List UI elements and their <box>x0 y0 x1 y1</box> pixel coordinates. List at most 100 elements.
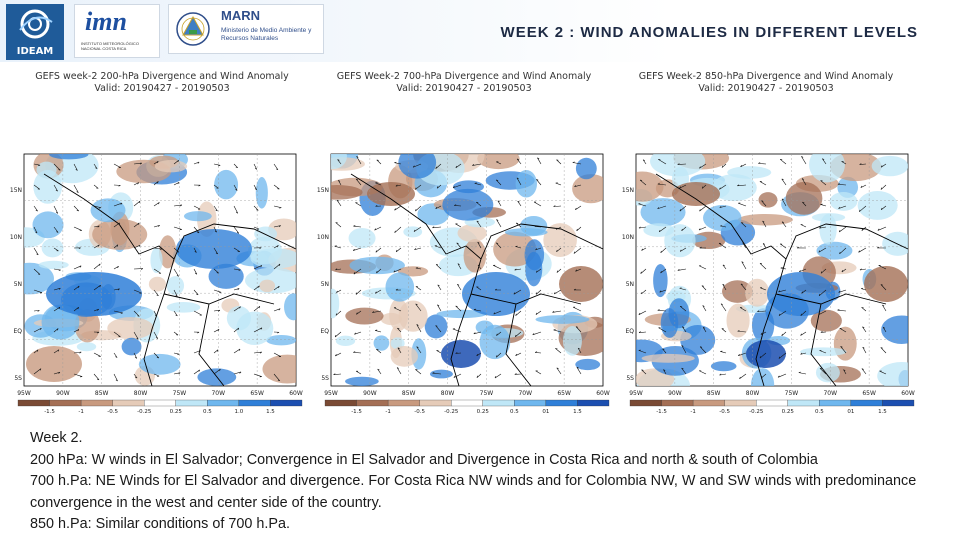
lon-tick-label: 80W <box>134 390 148 397</box>
lon-tick-label: 80W <box>746 390 760 397</box>
ideam-logo-label: IDEAM <box>16 46 54 57</box>
colorbar-swatch <box>661 399 694 407</box>
wind-anomaly-map: 15N 10N 5N EQ 5S 95W 90W 85W 80W 75W 70W 65W 60W -1.5… <box>10 153 303 415</box>
lat-tick-label: 15N <box>622 187 634 194</box>
colorbar-label: -1.5 <box>44 409 55 415</box>
colorbar-label: 0.5 <box>815 409 824 415</box>
ideam-swirl-icon <box>19 9 53 39</box>
panel-heading: GEFS Week-2 700-hPa Divergence and Wind … <box>336 71 592 82</box>
imn-logo-text: imn <box>85 7 127 36</box>
colorbar-swatch <box>324 399 357 407</box>
header-bar: IDEAM imn INSTITUTO METEOROLÓGICO NACION… <box>0 0 960 62</box>
colorbar-label: -0.5 <box>719 409 730 415</box>
wind-anomaly-map: 15N 10N 5N EQ 5S 95W 90W 85W 80W 75W 70W 65W 60W -1.5… <box>622 153 915 415</box>
colorbar-swatch <box>419 399 452 407</box>
description-line-200hpa: 200 hPa: W winds in El Salvador; Converg… <box>30 451 818 468</box>
colorbar-label: -0.25 <box>137 409 152 415</box>
lon-tick-label: 85W <box>95 390 109 397</box>
wind-vectors <box>333 156 582 379</box>
colorbar-swatch <box>356 399 389 407</box>
lon-tick-label: 70W <box>823 390 837 397</box>
lon-tick-label: 90W <box>363 390 377 397</box>
colorbar-swatch <box>80 399 113 407</box>
lat-tick-label: 10N <box>10 234 22 241</box>
panel-heading: GEFS week-2 200-hPa Divergence and Wind … <box>35 71 289 82</box>
lon-tick-label: 95W <box>324 390 338 397</box>
colorbar-swatch <box>850 399 883 407</box>
lat-tick-label: 15N <box>10 187 22 194</box>
lon-tick-label: 90W <box>668 390 682 397</box>
divergence-field <box>636 154 908 386</box>
lon-tick-label: 60W <box>901 390 915 397</box>
marn-logo-title: MARN <box>221 8 260 23</box>
colorbar-swatch <box>819 399 852 407</box>
lat-tick-label: 5S <box>321 375 329 382</box>
panel-valid-dates: Valid: 20190427 - 20190503 <box>698 83 834 94</box>
colorbar-swatch <box>514 399 547 407</box>
lat-tick-label: EQ <box>13 328 22 335</box>
lon-tick-label: 85W <box>402 390 416 397</box>
lat-tick-label: EQ <box>320 328 329 335</box>
lon-tick-label: 95W <box>17 390 31 397</box>
lon-tick-label: 85W <box>707 390 721 397</box>
colorbar-swatch <box>238 399 271 407</box>
colorbar-swatch <box>545 399 578 407</box>
panel-200hpa: GEFS week-2 200-hPa Divergence and Wind … <box>12 68 312 413</box>
description-text: Week 2. 200 hPa: W winds in El Salvador;… <box>30 428 940 536</box>
lon-tick-label: 60W <box>596 390 610 397</box>
panel-title-200hpa: GEFS week-2 200-hPa Divergence and Wind … <box>12 71 312 95</box>
lon-tick-label: 75W <box>785 390 799 397</box>
coastline <box>43 173 296 386</box>
colorbar-swatch <box>787 399 820 407</box>
colorbar-label: -1 <box>690 409 695 415</box>
lon-tick-label: 65W <box>250 390 264 397</box>
imn-logo: imn INSTITUTO METEOROLÓGICO NACIONAL COS… <box>74 4 160 58</box>
colorbar-swatch <box>270 399 303 407</box>
lon-tick-label: 75W <box>173 390 187 397</box>
colorbar-label: -0.25 <box>444 409 459 415</box>
colorbar-label: -1.5 <box>351 409 362 415</box>
colorbar-swatch <box>207 399 240 407</box>
colorbar-swatch <box>724 399 757 407</box>
lat-tick-label: 5N <box>626 281 634 288</box>
lat-tick-label: EQ <box>625 328 634 335</box>
description-line-700hpa: 700 h.Pa: NE Winds for El Salvador and d… <box>30 473 917 511</box>
colorbar-label: -1 <box>385 409 390 415</box>
panel-700hpa: GEFS Week-2 700-hPa Divergence and Wind … <box>314 68 614 413</box>
lat-tick-label: 5N <box>14 281 22 288</box>
colorbar-swatch <box>112 399 145 407</box>
colorbar-swatch <box>387 399 420 407</box>
coastline <box>655 173 908 386</box>
lat-tick-label: 5N <box>321 281 329 288</box>
colorbar-swatch <box>49 399 82 407</box>
lat-tick-label: 15N <box>317 187 329 194</box>
panel-valid-dates: Valid: 20190427 - 20190503 <box>94 83 230 94</box>
ideam-logo: IDEAM <box>6 4 64 60</box>
lon-tick-label: 80W <box>441 390 455 397</box>
wind-vectors <box>638 156 887 380</box>
colorbar-label: -1 <box>78 409 83 415</box>
lon-tick-label: 90W <box>56 390 70 397</box>
colorbar-label: 1.5 <box>266 409 275 415</box>
colorbar-label: -0.25 <box>749 409 764 415</box>
colorbar-label: 0.25 <box>782 409 795 415</box>
colorbar-swatch <box>882 399 915 407</box>
lat-tick-label: 5S <box>14 375 22 382</box>
divergence-field <box>24 154 296 386</box>
colorbar-swatch <box>144 399 176 407</box>
colorbar-swatch <box>482 399 515 407</box>
panel-title-850hpa: GEFS Week-2 850-hPa Divergence and Wind … <box>616 71 916 95</box>
colorbar-swatch <box>577 399 610 407</box>
page-title: WEEK 2 : WIND ANOMALIES IN DIFFERENT LEV… <box>500 24 918 41</box>
colorbar-swatch <box>451 399 483 407</box>
colorbar-label: 0.25 <box>477 409 490 415</box>
colorbar-label: 1.5 <box>878 409 887 415</box>
colorbar-label: 01 <box>542 409 549 415</box>
marn-logo: MARN Ministerio de Medio Ambiente y Recu… <box>168 4 324 54</box>
colorbar-label: -0.5 <box>107 409 118 415</box>
colorbar-label: 1.0 <box>235 409 244 415</box>
lon-tick-label: 65W <box>557 390 571 397</box>
wind-vectors <box>33 159 282 382</box>
el-salvador-seal-icon <box>176 12 210 46</box>
imn-logo-subtitle: INSTITUTO METEOROLÓGICO NACIONAL COSTA R… <box>81 41 139 51</box>
